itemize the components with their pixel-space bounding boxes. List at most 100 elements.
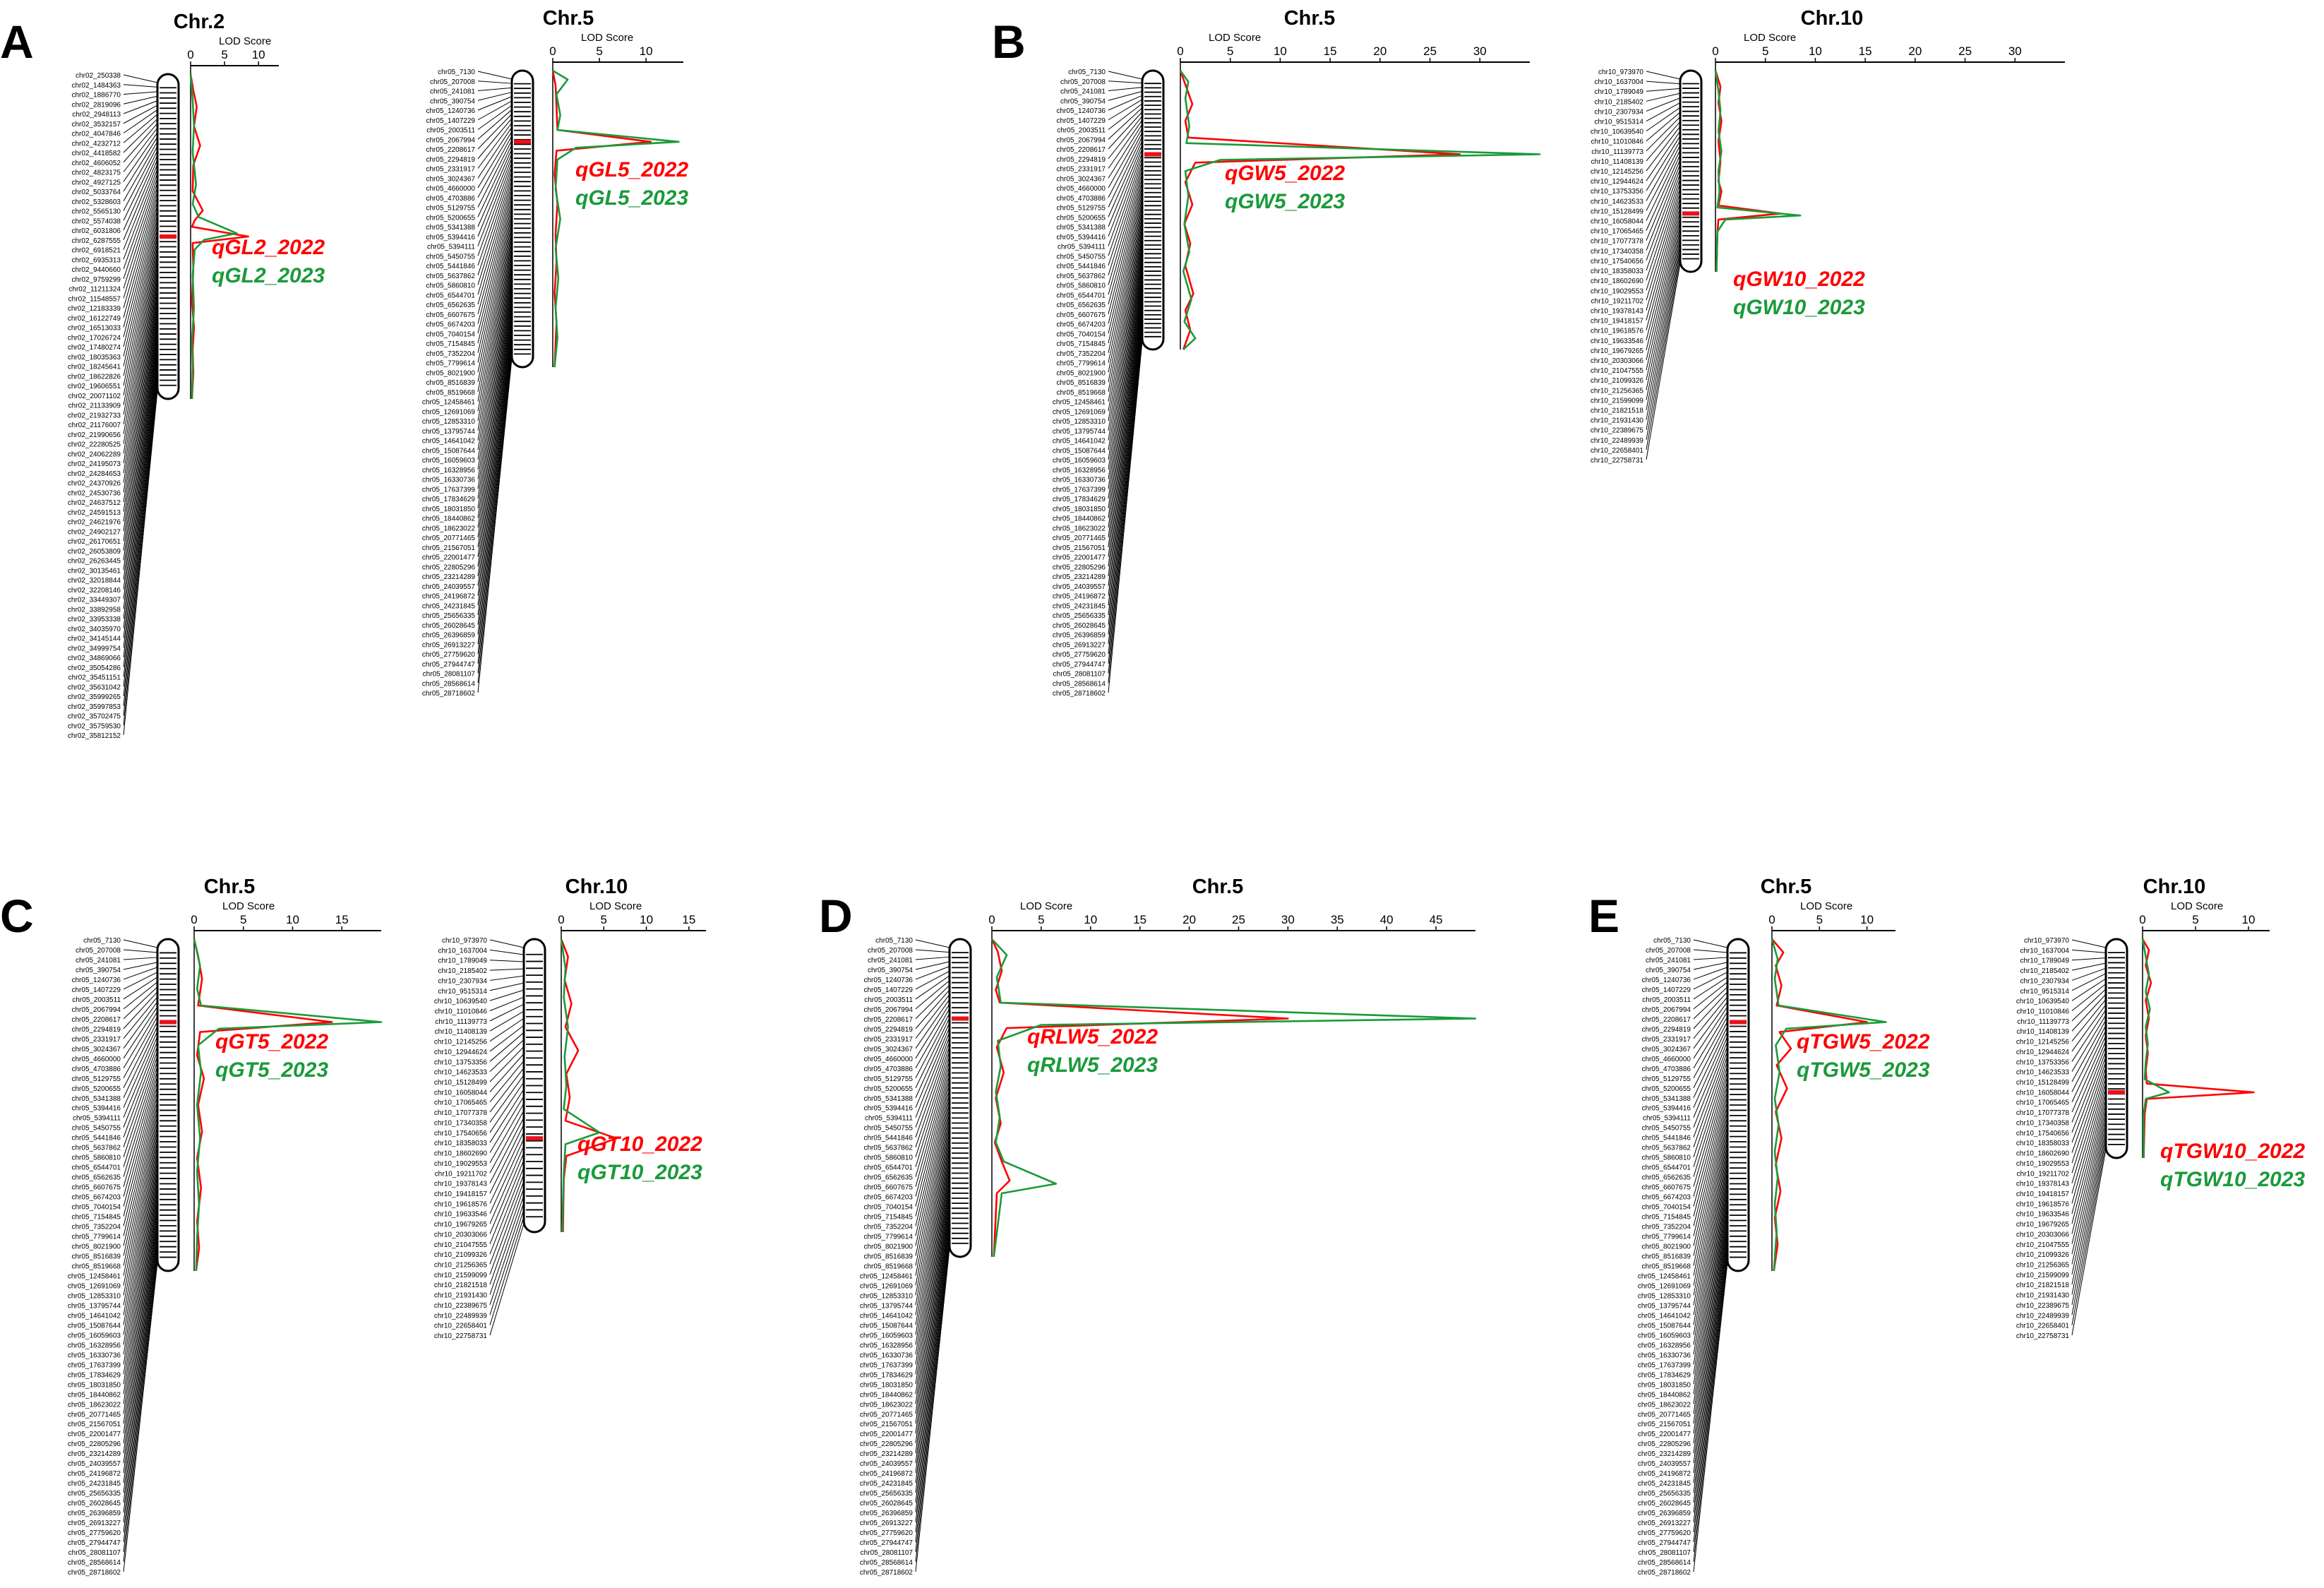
marker-label: chr05_207008 <box>1060 78 1106 86</box>
marker-connector <box>1646 253 1681 440</box>
marker-connector <box>477 284 513 528</box>
marker-connector <box>477 302 513 567</box>
marker-label: chr05_22805296 <box>1053 563 1106 571</box>
marker-label: chr05_2003511 <box>864 996 913 1004</box>
marker-label: chr05_24231845 <box>1053 602 1106 610</box>
marker-label: chr05_12458461 <box>1053 399 1106 407</box>
marker-connector <box>477 109 513 140</box>
marker-connector <box>915 989 950 1029</box>
marker-connector <box>123 350 158 648</box>
marker-label: chr05_28081107 <box>1053 671 1106 679</box>
marker-connector <box>123 1016 158 1079</box>
marker-connector <box>1108 333 1143 674</box>
marker-connector <box>1646 159 1681 241</box>
marker-connector <box>1108 189 1143 334</box>
marker-connector <box>1693 1011 1728 1069</box>
marker-connector <box>1108 304 1143 606</box>
marker-label: chr05_7040154 <box>1056 330 1106 338</box>
marker-connector <box>477 232 513 412</box>
marker-label: chr05_7130 <box>438 68 475 76</box>
lod-tick-label: 30 <box>1473 44 1487 58</box>
marker-connector <box>123 359 158 667</box>
marker-connector <box>123 1203 158 1454</box>
marker-connector <box>1108 283 1143 557</box>
marker-label: chr10_11408139 <box>2017 1028 2070 1036</box>
marker-label: chr05_2067994 <box>863 1006 913 1014</box>
marker-connector <box>489 996 525 1011</box>
marker-label: chr10_19378143 <box>434 1181 488 1188</box>
marker-label: chr05_4703886 <box>1641 1065 1691 1073</box>
marker-label: chr05_5200655 <box>863 1085 913 1093</box>
marker-label: chr05_26396859 <box>422 632 476 640</box>
marker-connector <box>123 250 158 434</box>
marker-label: chr05_26396859 <box>860 1510 914 1517</box>
marker-connector <box>915 994 950 1039</box>
marker-label: chr05_14641042 <box>422 438 476 446</box>
qtl-label-2022: qGL5_2022 <box>575 158 688 181</box>
lod-tick-label: 5 <box>601 913 607 926</box>
marker-label: chr10_17077378 <box>2016 1109 2070 1117</box>
marker-connector <box>2071 967 2107 981</box>
marker-connector <box>915 1093 950 1246</box>
lod-tick-label: 20 <box>1908 44 1922 58</box>
marker-connector <box>1646 244 1681 420</box>
lod-tick-label: 10 <box>1274 44 1287 58</box>
marker-connector <box>123 1144 158 1335</box>
marker-connector <box>1693 1021 1728 1088</box>
marker-connector <box>1693 1169 1728 1385</box>
marker-connector <box>123 390 158 736</box>
marker-label: chr10_21599099 <box>434 1272 488 1279</box>
marker-connector <box>1108 292 1143 577</box>
panel-letter: E <box>1588 890 1619 942</box>
lod-tick-label: 15 <box>1859 44 1872 58</box>
marker-label: chr05_18440862 <box>68 1391 121 1399</box>
marker-label: chr05_18623022 <box>1638 1401 1691 1409</box>
marker-label: chr05_28081107 <box>68 1549 121 1557</box>
marker-connector <box>123 286 158 512</box>
marker-connector <box>489 1145 525 1224</box>
marker-label: chr05_7154845 <box>71 1214 121 1222</box>
marker-label: chr05_5341388 <box>71 1095 121 1103</box>
lod-tick-label: 10 <box>286 913 299 926</box>
marker-label: chr05_13795744 <box>68 1302 121 1310</box>
marker-connector <box>2071 1077 2107 1194</box>
marker-label: chr05_14641042 <box>1053 438 1106 446</box>
marker-connector <box>1108 308 1143 616</box>
marker-connector <box>477 332 513 635</box>
marker-label: chr05_5200655 <box>1056 214 1106 222</box>
marker-connector <box>123 1119 158 1286</box>
marker-label: chr05_5129755 <box>1056 205 1106 213</box>
marker-label: chr05_7154845 <box>426 340 475 348</box>
chromosome-title: Chr.5 <box>204 876 256 898</box>
marker-label: chr05_5637862 <box>426 273 475 280</box>
marker-label: chr10_17077378 <box>1591 238 1644 246</box>
marker-label: chr02_5328603 <box>71 198 121 206</box>
marker-label: chr02_250338 <box>76 72 121 80</box>
marker-label: chr02_24062289 <box>68 450 121 458</box>
marker-connector <box>489 1138 525 1214</box>
marker-connector <box>477 280 513 518</box>
chromosome-title: Chr.2 <box>174 11 225 33</box>
marker-label: chr05_26028645 <box>1638 1500 1691 1508</box>
marker-label: chr05_16330736 <box>1638 1351 1691 1359</box>
marker-connector <box>1693 1001 1728 1049</box>
marker-label: chr10_21931430 <box>2016 1292 2070 1300</box>
marker-connector <box>1108 230 1143 431</box>
marker-connector <box>489 1181 525 1275</box>
marker-label: chr10_19029553 <box>1591 287 1644 295</box>
marker-label: chr05_28718602 <box>1053 690 1106 698</box>
marker-connector <box>123 1228 158 1503</box>
marker-label: chr05_7154845 <box>863 1214 913 1222</box>
marker-connector <box>123 1021 158 1088</box>
marker-connector <box>2071 1030 2107 1102</box>
marker-connector <box>123 132 158 182</box>
qtl-band <box>2108 1090 2125 1094</box>
marker-connector <box>2071 1066 2107 1174</box>
marker-connector <box>1646 230 1681 390</box>
marker-label: chr02_4606052 <box>71 160 121 167</box>
marker-connector <box>1108 263 1143 508</box>
marker-connector <box>1646 164 1681 251</box>
marker-label: chr10_2307934 <box>2020 977 2069 985</box>
marker-connector <box>477 262 513 479</box>
marker-label: chr05_21567051 <box>860 1421 914 1428</box>
